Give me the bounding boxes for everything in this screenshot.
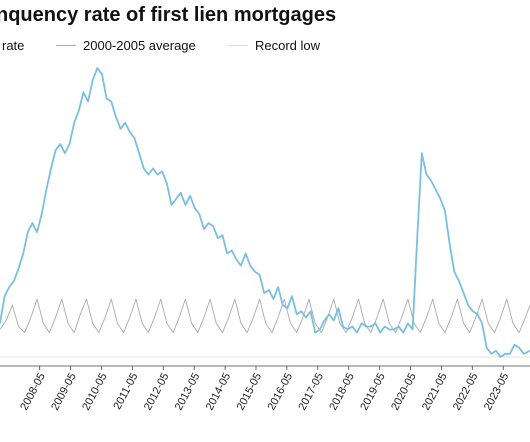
x-tick-label-0: 2008-05: [18, 371, 48, 412]
chart-title: nquency rate of first lien mortgages: [0, 4, 337, 26]
x-tick-label-9: 2017-05: [296, 371, 326, 412]
x-tick-label-3: 2011-05: [111, 371, 140, 412]
legend-item-average: 2000-2005 average: [56, 38, 196, 53]
x-tick-label-5: 2013-05: [173, 371, 203, 412]
x-tick-label-13: 2021-05: [420, 371, 450, 412]
legend-item-record-low: Record low: [228, 38, 320, 53]
x-tick-label-11: 2019-05: [358, 371, 388, 412]
legend-label-average: 2000-2005 average: [83, 38, 196, 53]
x-tick-label-1: 2009-05: [49, 371, 79, 412]
x-tick-label-14: 2022-05: [451, 371, 481, 412]
series-line-0: [0, 67, 530, 358]
x-tick-label-7: 2015-05: [235, 371, 265, 412]
x-tick-label-12: 2020-05: [389, 371, 419, 412]
legend-label-record-low: Record low: [255, 38, 321, 53]
x-tick-label-15: 2023-05: [482, 371, 512, 412]
x-tick-label-8: 2016-05: [266, 371, 296, 412]
series-layer: [0, 67, 530, 358]
x-tick-label-6: 2014-05: [204, 371, 234, 412]
legend-swatch-average: [56, 45, 76, 46]
x-tick-label-2: 2010-05: [80, 371, 110, 412]
x-tick-label-4: 2012-05: [142, 371, 172, 412]
legend-label-rate: rate: [2, 38, 25, 53]
series-line-1: [0, 298, 530, 334]
legend-swatch-record-low: [228, 45, 248, 46]
x-tick-label-10: 2018-05: [327, 371, 357, 412]
chart-legend: rate 2000-2005 average Record low: [0, 38, 530, 54]
x-axis-ticks: 2008-05 2009-05 2010-05 2011-05 2012-05 2013-…: [18, 366, 511, 412]
legend-item-rate: rate: [2, 38, 24, 53]
